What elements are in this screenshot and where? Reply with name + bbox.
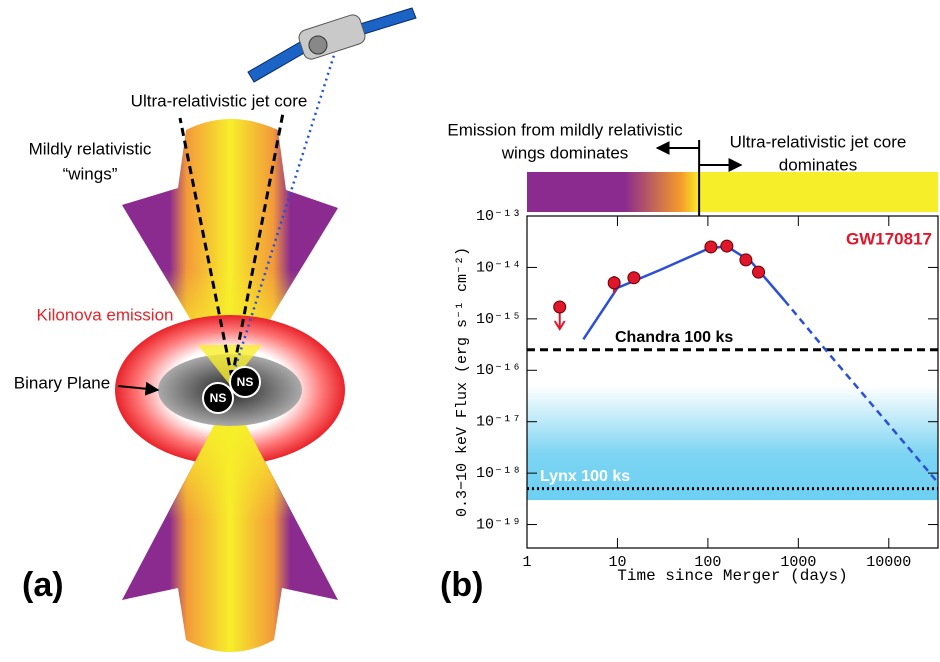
annotation: Emission from mildly relativistic [447, 120, 683, 139]
y-tick-label: 10⁻¹⁵ [476, 311, 521, 328]
x-axis-label: Time since Merger (days) [617, 567, 847, 585]
detection [608, 277, 620, 289]
regime-bar [527, 172, 938, 212]
detection [721, 240, 733, 252]
sensitivity-label: Chandra 100 ks [615, 329, 733, 346]
label: Kilonova emission [36, 305, 173, 324]
ns-label: NS [210, 391, 227, 405]
upper-limit [554, 301, 566, 313]
chart: Emission from mildly relativistic wings d… [440, 120, 938, 604]
x-tick-label: 10000 [866, 554, 911, 571]
y-tick-label: 10⁻¹⁸ [476, 465, 521, 482]
y-tick-label: 10⁻¹⁴ [476, 259, 521, 276]
y-tick-label: 10⁻¹⁶ [476, 362, 521, 379]
y-axis-label: 0.3−10 keV Flux (erg s⁻¹ cm⁻²) [454, 247, 471, 517]
detection [705, 241, 717, 253]
chart-title: GW170817 [846, 229, 932, 248]
diagram: NS NS Ultra-relativistic jet core Mildly… [14, 8, 416, 652]
y-tick-label: 10⁻¹³ [476, 208, 521, 225]
label: Ultra-relativistic jet core [131, 91, 308, 110]
label: Binary Plane [14, 373, 110, 392]
label: “wings” [63, 164, 118, 183]
y-tick-label: 10⁻¹⁹ [476, 517, 521, 534]
panel-label: (b) [440, 566, 483, 604]
satellite [248, 8, 416, 82]
x-tick-label: 1 [522, 554, 531, 571]
detection [753, 266, 765, 278]
annotation: dominates [779, 155, 857, 174]
annotation: wings dominates [501, 143, 629, 162]
annotation: Ultra-relativistic jet core [730, 132, 907, 151]
detection [628, 272, 640, 284]
y-tick-label: 10⁻¹⁷ [476, 414, 521, 431]
ns-label: NS [237, 375, 254, 389]
panel-label: (a) [22, 566, 64, 604]
figure: NS NS Ultra-relativistic jet core Mildly… [0, 0, 940, 662]
label: Mildly relativistic [29, 139, 152, 158]
detection [740, 254, 752, 266]
sensitivity-label: Lynx 100 ks [540, 468, 630, 485]
